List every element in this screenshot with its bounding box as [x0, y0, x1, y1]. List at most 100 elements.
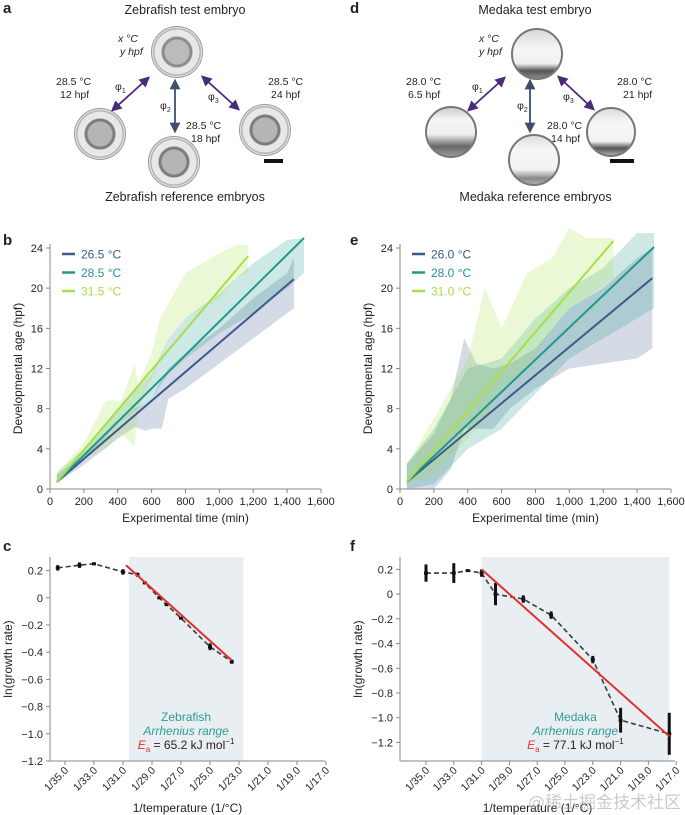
y-axis-label: ln(growth rate): [351, 620, 365, 697]
series-line-26.5: [56, 278, 295, 483]
x-tick-label: 1,000: [556, 496, 584, 508]
panel-a-arrows: [110, 75, 241, 134]
zebrafish-ref2-temp: 28.5 °C: [186, 120, 222, 132]
legend-label: 31.0 °C: [431, 285, 471, 299]
x-tick-label: 1/33.0: [71, 765, 100, 794]
arrow-phi-3: [200, 75, 241, 111]
legend-label: 26.0 °C: [431, 248, 471, 262]
zebrafish-test-embryo-image: [151, 26, 203, 78]
y-tick-label: 12: [381, 364, 393, 376]
y-tick-label: 0: [387, 589, 393, 601]
x-tick-label: 1,400: [623, 496, 651, 508]
chart-e: 0 4 8 12 16 20 24 0 200 400 600 800 1,000 1,200 1,400 1…: [361, 227, 685, 525]
zebrafish-ref3-temp: 28.5 °C: [268, 76, 304, 88]
x-tick-label: 1/29.0: [129, 765, 158, 794]
x-tick-label: 1/31.0: [459, 765, 488, 794]
y-tick-label: −1.0: [371, 713, 393, 725]
uncertainty-band-0: [56, 258, 294, 483]
legend-label: 26.5 °C: [81, 248, 121, 262]
x-tick-label: 600: [142, 496, 160, 508]
data-point: [55, 566, 60, 570]
y-axis-label: ln(growth rate): [1, 620, 15, 697]
medaka-test-title: Medaka test embryo: [478, 3, 592, 17]
data-point: [549, 613, 554, 617]
y-tick-label: −0.2: [371, 614, 393, 626]
y-tick-label: 0.2: [378, 564, 393, 576]
y-tick-label: 16: [381, 323, 393, 335]
annotation-species: Medaka: [554, 710, 597, 724]
medaka-ref3-embryo-image: [586, 107, 636, 157]
arrhenius-fit-line: [480, 568, 670, 738]
x-tick-label: 1/21.0: [245, 765, 274, 794]
y-tick-label: −1.0: [21, 729, 43, 741]
y-tick-label: −1.2: [21, 756, 43, 768]
panel-label-f: f: [350, 538, 355, 555]
x-tick-label: 200: [75, 496, 93, 508]
legend-label: 28.5 °C: [81, 266, 121, 280]
data-point: [208, 645, 212, 649]
x-tick-label: 1/29.0: [486, 765, 515, 794]
arrhenius-range-shade: [481, 557, 670, 761]
data-point: [92, 562, 96, 566]
y-tick-label: −0.8: [21, 702, 43, 714]
series-line-28.0: [406, 246, 655, 483]
uncertainty-band-1: [406, 232, 655, 489]
data-point: [164, 603, 169, 607]
x-axis-label: Experimental time (min): [122, 511, 249, 525]
zebrafish-ref1-temp: 28.5 °C: [56, 76, 92, 88]
medaka-ref2-age: 14 hpf: [551, 133, 581, 145]
medaka-ref1-temp: 28.0 °C: [406, 76, 442, 88]
medaka-ref2-temp: 28.0 °C: [547, 120, 583, 132]
y-tick-label: 20: [31, 283, 43, 295]
medaka-reference-title: Medaka reference embryos: [459, 190, 612, 204]
series-line-31.5: [56, 255, 249, 483]
zebrafish-ref1-embryo-image: [74, 108, 126, 160]
zebrafish-ref2-age: 18 hpf: [191, 133, 221, 145]
x-tick-label: 1/27.0: [158, 765, 187, 794]
data-dashed-line: [426, 569, 670, 735]
data-point: [493, 592, 498, 596]
y-axis-label: Developmental age (hpf): [11, 303, 25, 434]
y-tick-label: −0.2: [21, 620, 43, 632]
zebrafish-ref2-embryo-image: [148, 136, 200, 188]
medaka-ref3-age: 21 hpf: [623, 89, 653, 101]
medaka-ref1-embryo-image: [425, 106, 477, 158]
panel-label-d: d: [350, 0, 360, 17]
zebrafish-test-title: Zebrafish test embryo: [124, 3, 246, 17]
legend-label: 28.0 °C: [431, 266, 471, 280]
zebrafish-reference-title: Zebrafish reference embryos: [105, 190, 265, 204]
x-tick-label: 800: [176, 496, 194, 508]
data-point: [77, 563, 82, 567]
legend-label: 31.5 °C: [81, 285, 121, 299]
x-axis-label: 1/temperature (1/°C): [133, 801, 243, 815]
y-tick-label: 8: [37, 404, 43, 416]
annotation-activation-energy: Ea = 65.2 kJ mol−1: [138, 737, 235, 754]
x-axis-label: 1/temperature (1/°C): [483, 801, 593, 815]
arrow-phi-3-d: [557, 75, 595, 111]
y-tick-label: 0: [387, 484, 393, 496]
x-tick-label: 1,400: [273, 496, 301, 508]
annotation-activation-energy: Ea = 77.1 kJ mol−1: [527, 737, 624, 754]
data-point: [521, 597, 526, 601]
series-line-26.0: [406, 277, 654, 483]
panel-d-arrows: [466, 75, 595, 134]
zebrafish-test-temp: x °C: [118, 33, 138, 45]
y-tick-label: −0.4: [371, 639, 393, 651]
arrow-phi-1: [110, 76, 151, 112]
x-tick-label: 0: [397, 496, 403, 508]
x-tick-label: 1,600: [657, 496, 685, 508]
uncertainty-band-2: [406, 227, 614, 484]
data-point: [618, 718, 623, 722]
phi-2-label: φ2: [160, 100, 171, 115]
data-point: [229, 660, 234, 664]
x-tick-label: 1/31.0: [100, 765, 129, 794]
data-point: [590, 658, 595, 662]
data-point: [121, 570, 125, 574]
zebrafish-ref1-age: 12 hpf: [60, 89, 90, 101]
x-tick-label: 1/23.0: [216, 765, 245, 794]
y-tick-label: 4: [37, 444, 43, 456]
chart-c: 0.2 0 −0.2 −0.4 −0.6 −0.8 −1.0 −1.21/35.0 1/33.0…: [1, 557, 332, 815]
y-tick-label: −0.4: [21, 647, 43, 659]
scale-bar: [264, 159, 283, 163]
x-tick-label: 1,600: [307, 496, 335, 508]
